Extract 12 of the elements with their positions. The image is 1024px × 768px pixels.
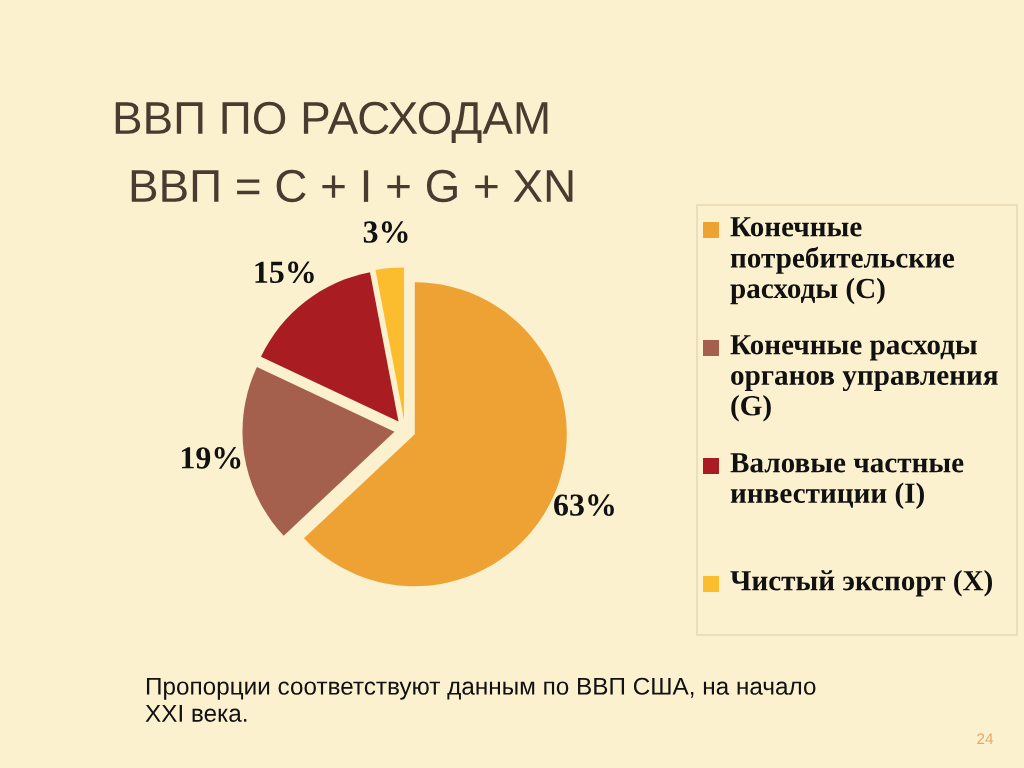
legend-label: Валовые частные инвестиции (I) [730,453,964,509]
text: Пропорции соответствуют данным по ВВП США, на начало XXI века. [145,677,816,722]
chart-title: ВВП ПО РАСХОДАМ [115,101,548,143]
text: 24 [977,733,994,744]
data-label: 63% [554,494,614,516]
legend-label: Чистый экспорт (X) [730,570,993,597]
chart-subtitle: ВВП = C + I + G + XN [131,169,573,203]
data-label: 15% [255,261,314,284]
legend-label: Конечные потребительские расходы (C) [730,217,955,305]
legend-label: Конечные расходы органов управления (G) [730,335,998,422]
data-label: 3% [363,221,408,243]
data-label: 19% [181,447,241,469]
